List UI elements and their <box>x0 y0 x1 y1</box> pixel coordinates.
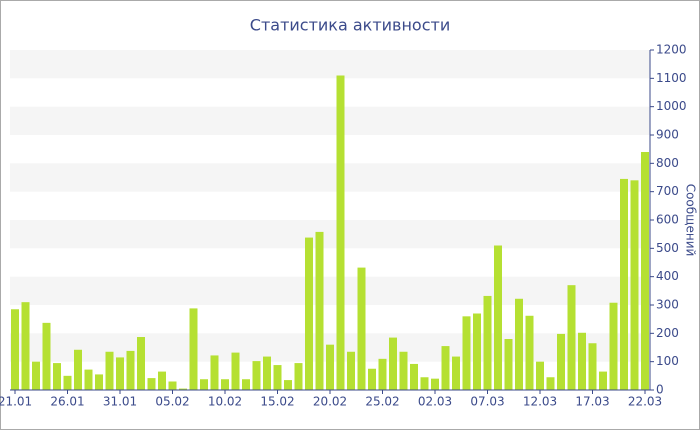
bar <box>294 363 303 390</box>
bar <box>347 351 355 390</box>
x-tick-label: 07.03 <box>470 395 504 409</box>
bar <box>252 361 261 390</box>
bar <box>105 351 114 390</box>
bar <box>95 374 103 390</box>
bar <box>137 337 145 390</box>
bar <box>515 298 523 390</box>
grid-band <box>10 220 650 249</box>
y-tick-label: 1100 <box>656 71 687 85</box>
bar <box>242 379 250 390</box>
x-tick-label: 17.03 <box>575 395 609 409</box>
bar <box>557 333 565 390</box>
bar <box>536 361 544 390</box>
bar <box>336 75 345 390</box>
bar <box>441 346 450 390</box>
bar <box>32 361 40 390</box>
bar <box>578 332 586 390</box>
x-tick-label: 22.03 <box>628 395 662 409</box>
bar <box>74 349 82 390</box>
bar <box>11 309 19 390</box>
bar <box>420 377 429 390</box>
bar <box>389 337 397 390</box>
bar <box>210 355 219 390</box>
bar <box>284 380 292 390</box>
y-tick-label: 400 <box>656 269 679 283</box>
x-tick-label: 26.01 <box>50 395 84 409</box>
x-tick-label: 31.01 <box>103 395 137 409</box>
bar <box>326 344 334 390</box>
bar <box>452 356 460 390</box>
bar <box>588 343 597 390</box>
y-tick-label: 1200 <box>656 43 687 57</box>
bar <box>168 381 177 390</box>
bar <box>179 388 187 390</box>
y-tick-label: 100 <box>656 354 679 368</box>
bar <box>462 316 471 390</box>
chart-title: Статистика активности <box>250 16 450 35</box>
x-tick-label: 02.03 <box>418 395 452 409</box>
bar <box>599 371 607 390</box>
y-tick-label: 900 <box>656 128 679 142</box>
x-tick-label: 10.02 <box>208 395 242 409</box>
y-tick-label: 500 <box>656 241 679 255</box>
bar <box>410 363 418 390</box>
bar <box>494 245 502 390</box>
bar <box>63 375 72 390</box>
bar <box>21 302 30 390</box>
bar <box>305 237 313 390</box>
bar <box>42 322 51 390</box>
y-tick-label: 700 <box>656 184 679 198</box>
y-axis-label: Сообщений <box>684 184 698 257</box>
grid-band <box>10 163 650 192</box>
bar <box>609 302 618 390</box>
bar <box>200 379 208 390</box>
y-tick-label: 0 <box>656 383 664 397</box>
x-tick-label: 20.02 <box>313 395 347 409</box>
bar <box>158 371 166 390</box>
bar <box>525 315 534 390</box>
bar <box>53 363 61 390</box>
grid-band <box>10 50 650 79</box>
bar <box>116 357 124 390</box>
bar <box>378 358 387 390</box>
y-tick-label: 600 <box>656 213 679 227</box>
bar <box>630 180 639 390</box>
bar <box>368 368 376 390</box>
grid-band <box>10 106 650 135</box>
bar <box>546 377 555 390</box>
x-tick-label: 25.02 <box>365 395 399 409</box>
bar <box>273 365 282 390</box>
bar <box>567 285 576 390</box>
bar <box>431 378 439 390</box>
bar <box>357 267 366 390</box>
bar <box>263 356 271 390</box>
bar <box>315 231 324 390</box>
x-tick-label: 15.02 <box>260 395 294 409</box>
x-tick-label: 05.02 <box>155 395 189 409</box>
x-tick-label: 12.03 <box>523 395 557 409</box>
bar <box>189 308 198 390</box>
bar <box>399 351 408 390</box>
bar <box>504 339 513 390</box>
grid-band <box>10 276 650 305</box>
bar <box>620 178 628 390</box>
bar <box>147 378 156 390</box>
bar <box>641 152 649 390</box>
bar <box>473 313 481 390</box>
bar <box>231 352 240 390</box>
bar <box>221 379 229 390</box>
bar <box>84 369 93 390</box>
y-tick-label: 300 <box>656 298 679 312</box>
y-tick-label: 1000 <box>656 99 687 113</box>
y-tick-label: 200 <box>656 326 679 340</box>
y-tick-label: 800 <box>656 156 679 170</box>
x-tick-label: 21.01 <box>0 395 32 409</box>
bar <box>483 295 492 390</box>
bar <box>126 350 135 390</box>
